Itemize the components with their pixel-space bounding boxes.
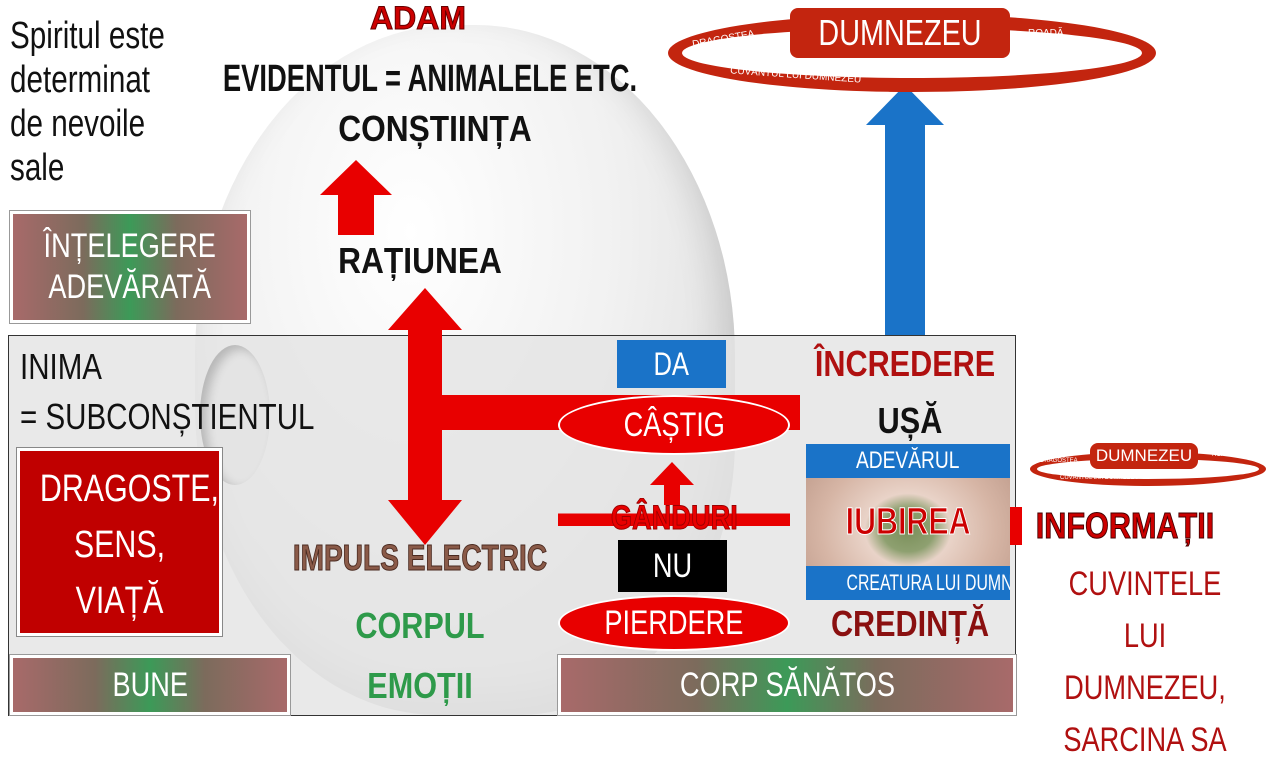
left-note: Spiritul este determinat de nevoile sale xyxy=(10,14,165,190)
dragoste-line: SENS, xyxy=(73,524,166,566)
ring-label-roada: ROADĂ xyxy=(1028,28,1064,39)
castig-ellipse: CÂȘTIG xyxy=(558,395,790,455)
inima-label: INIMA = SUBCONȘTIENTUL xyxy=(20,342,314,442)
informatii-text: INFORMAȚII xyxy=(1035,505,1215,547)
cuvintele-line: DUMNEZEU, xyxy=(1064,669,1226,707)
ganduri-text: GÂNDURI xyxy=(610,499,738,537)
iubirea-text: IUBIREA xyxy=(845,501,971,544)
ganduri-up-arrow xyxy=(650,462,694,505)
inima-line: INIMA xyxy=(20,346,103,387)
small-ring-label-dragostea: DRAGOSTEA xyxy=(1040,458,1078,464)
inima-line: = SUBCONȘTIENTUL xyxy=(20,396,315,437)
ratiunea-text: RAȚIUNEA xyxy=(338,240,502,281)
intelegere-line: ÎNȚELEGERE xyxy=(43,227,217,266)
incredere-text: ÎNCREDERE xyxy=(814,343,996,384)
da-text: DA xyxy=(653,346,690,382)
creatura-band: CREATURA LUI DUMNEZEU xyxy=(806,566,1010,600)
corpul-text: CORPUL xyxy=(355,605,485,646)
adevarul-band: ADEVĂRUL xyxy=(806,444,1010,478)
note-line: de nevoile xyxy=(10,103,146,145)
dragoste-box: DRAGOSTE, SENS, VIAȚĂ xyxy=(16,447,223,637)
adevarul-text: ADEVĂRUL xyxy=(856,447,960,474)
constiinta-text: CONȘTIINȚA xyxy=(338,108,532,149)
cuvintele-text: CUVINTELE LUI DUMNEZEU, SARCINA SA xyxy=(1053,558,1237,766)
intelegere-box: ÎNȚELEGERE ADEVĂRATĂ xyxy=(9,210,251,324)
bune-box: BUNE xyxy=(9,654,291,716)
usa-text: UȘĂ xyxy=(877,400,943,441)
ganduri-bar: GÂNDURI xyxy=(558,499,790,537)
god-box-large: DUMNEZEU xyxy=(790,8,1010,58)
dragoste-line: VIAȚĂ xyxy=(75,580,164,622)
intelegere-line: ADEVĂRATĂ xyxy=(48,268,212,306)
title-adam: ADAM xyxy=(370,0,467,37)
impuls-text: IMPULS ELECTRIC xyxy=(292,537,548,579)
bune-text: BUNE xyxy=(112,665,188,704)
god-box-small: DUMNEZEU xyxy=(1090,443,1198,469)
dragoste-line: DRAGOSTE, xyxy=(39,468,219,510)
corp-sanatos-text: CORP SĂNĂTOS xyxy=(679,665,895,704)
cuvintele-line: CUVINTELE LUI xyxy=(1068,565,1222,655)
note-line: sale xyxy=(10,147,65,189)
corp-sanatos-box: CORP SĂNĂTOS xyxy=(557,654,1017,716)
cuvintele-line: SARCINA SA xyxy=(1063,721,1227,759)
note-line: determinat xyxy=(10,59,151,101)
creatura-text: CREATURA LUI DUMNEZEU xyxy=(846,570,1010,595)
god-text-small: DUMNEZEU xyxy=(1095,446,1193,465)
up-arrow-constiinta xyxy=(320,160,392,235)
emotii-text: EMOȚII xyxy=(367,665,473,706)
eye-image-box: ADEVĂRUL IUBIREA CREATURA LUI DUMNEZEU xyxy=(806,444,1010,600)
small-ring-label-roada: ROADĂ xyxy=(1212,452,1234,458)
god-text: DUMNEZEU xyxy=(818,12,982,53)
nu-box: NU xyxy=(618,540,727,592)
da-box: DA xyxy=(617,340,726,388)
credinta-text: CREDINȚĂ xyxy=(830,603,990,644)
evident-text: EVIDENTUL = ANIMALELE ETC. xyxy=(222,58,638,100)
note-line: Spiritul este xyxy=(10,15,165,57)
castig-text: CÂȘTIG xyxy=(623,405,725,444)
small-ring-label-cuvantul: CUVÂNTUL LUI DUMNEZEU xyxy=(1060,475,1139,481)
iubirea-label: IUBIREA xyxy=(806,478,1010,566)
blue-up-arrow xyxy=(866,85,944,335)
pierdere-ellipse: PIERDERE xyxy=(558,595,790,651)
pierdere-text: PIERDERE xyxy=(604,603,744,642)
nu-text: NU xyxy=(652,547,693,585)
